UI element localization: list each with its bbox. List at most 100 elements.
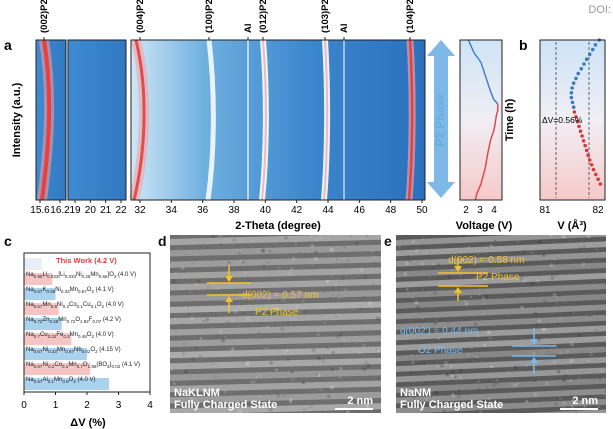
peak-label-103: (103)P2 [320, 0, 331, 33]
x-tick-label: 32 [134, 205, 146, 216]
peak-label-al-2: Al [339, 24, 350, 34]
volume-point-charge [570, 100, 575, 105]
material-label: Na0.67Al0.1Mn0.9O2 (4.0 V) [26, 377, 96, 385]
tem-e-scalebar [560, 408, 598, 410]
material-label: Na0.90Li0.033[Li0.033Ni0.25Mn0.66]O2 (4.… [26, 272, 137, 280]
delta-v-bar [24, 273, 53, 285]
volume-plot [540, 40, 605, 200]
tem-d-scalebar-label: 2 nm [347, 395, 373, 407]
x-tick-label: 46 [354, 205, 366, 216]
panel-c-frame [23, 252, 151, 393]
volume-point-discharge [575, 119, 580, 124]
volume-point-charge [576, 71, 581, 76]
c-x-tick-label: 4 [147, 400, 153, 411]
peak-label-104: (104)P2 [405, 0, 416, 33]
x-tick-label: 34 [166, 205, 178, 216]
volume-point-discharge [598, 182, 603, 186]
peak-label-100: (100)P2 [204, 0, 215, 33]
contour-seg-2 [68, 40, 126, 200]
x-tick-label: 50 [416, 205, 428, 216]
x-tick-label: 22 [115, 205, 127, 216]
c-x-tick-label: 2 [84, 400, 90, 411]
tem-d-sample: NaKLNM [174, 387, 220, 399]
material-label: Na0.67Mn0.6Ni0.2Co0.1Cu0.1O2 (4.0 V) [26, 302, 124, 310]
volume-point-discharge [580, 134, 584, 138]
p2-phase-arrow [427, 40, 455, 198]
tem-e-scalebar-label: 2 nm [572, 395, 598, 407]
volume-point-charge [579, 67, 584, 71]
x-tick-label: 40 [260, 205, 272, 216]
x-tick-label: 15.6 [30, 205, 50, 216]
peak-002 [40, 39, 52, 201]
volume-point-discharge [594, 172, 598, 177]
d-spacing-e-p2: d(002) = 0.58 nm [448, 255, 525, 266]
peak-label-004: (004)P2 [135, 0, 146, 33]
volume-point-discharge [596, 177, 600, 181]
volt-tick-2: 2 [463, 205, 469, 216]
voltage-xlabel: Voltage (V) [456, 220, 513, 232]
peak-104 [407, 39, 414, 201]
voltage-curve-discharge [474, 104, 499, 201]
delta-v-bar [24, 303, 59, 315]
volt-tick-3: 3 [477, 205, 483, 216]
delta-v-bar [24, 378, 110, 390]
peak-label-al-1: Al [243, 24, 254, 34]
volume-point-discharge [587, 158, 592, 162]
x-tick-label: 36 [197, 205, 209, 216]
delta-v-bar [24, 333, 72, 345]
volume-point-discharge [581, 139, 586, 143]
peak-label-002: (002)P2 [39, 0, 50, 33]
x-tick-label: 44 [322, 205, 334, 216]
volume-point-charge [570, 86, 574, 90]
peak-label-012: (012)P2 [258, 0, 269, 33]
volume-point-discharge [574, 115, 578, 119]
tem-d-state: Fully Charged State [174, 399, 278, 411]
phase-label-e-p2: P2 Phase [476, 272, 520, 283]
volume-point-discharge [583, 143, 587, 148]
volume-point-charge [582, 62, 586, 66]
material-label: Na0.7Cu0.22Fe0.3Mn0.48O2 (4.0 V) [26, 332, 114, 340]
panel-d-letter: d [158, 233, 167, 249]
d-spacing-d: d(002) = 0.57 nm [242, 290, 319, 301]
volume-point-discharge [578, 129, 583, 133]
volume-point-charge [569, 95, 574, 100]
x-tick-label: 16.2 [50, 205, 70, 216]
c-x-tick-label: 0 [21, 400, 27, 411]
p2-phase-label: P2 Phase [433, 93, 447, 147]
x-tick-label: 38 [228, 205, 240, 216]
volume-point-charge [569, 91, 574, 95]
delta-v-bar [24, 348, 87, 360]
panel-c: c 0 1 2 3 4 ΔV (%) [4, 233, 153, 429]
b-tick-81: 81 [539, 205, 551, 216]
tem-d-scalebar [335, 408, 373, 410]
material-label: Na0.67Ni0.33Mn0.67Nb0.02O2 (4.15 V) [26, 347, 121, 355]
phase-label-e-o2: O2 Phase [418, 345, 463, 356]
panel-b-xlabel: V (Å³) [557, 219, 587, 232]
tem-image-e: NaNM Fully Charged State 2 nm d(002) = 0… [396, 235, 606, 413]
doi-text: DOI: [588, 4, 611, 16]
panel-a-letter: a [4, 37, 12, 53]
d-spacing-e-o2: d(002') = 0.44 nm [400, 326, 479, 337]
c-x-tick-label: 1 [53, 400, 59, 411]
volume-point-charge [571, 105, 576, 109]
volume-point-discharge [584, 148, 589, 153]
phase-label-d: P2 Phase [255, 307, 299, 318]
panel-c-xlabel: ΔV (%) [70, 417, 106, 429]
contour-seg-3 [131, 40, 425, 200]
material-label: Na0.67Ni0.2Co0.1Mn0.7O1.96(BO3)0.02 (4.1… [26, 362, 140, 370]
panel-a: a Intensity (a.u.) (002)P2 (004)P2 (100)… [4, 0, 606, 232]
b-tick-82: 82 [592, 205, 604, 216]
volume-point-charge [574, 76, 578, 81]
volume-point-charge [593, 43, 598, 47]
volume-point-charge [587, 52, 592, 57]
x-tick-label: 48 [385, 205, 397, 216]
material-label: Na0.72Zn0.28Mn0.72O1.92F0.07 (4.2 V) [26, 317, 121, 325]
delta-v-bar [24, 288, 56, 300]
x-tick-label: 19 [69, 205, 81, 216]
volume-point-discharge [577, 124, 581, 129]
panel-a-xlabel: 2-Theta (degree) [235, 220, 321, 232]
voltage-curve-charge [467, 39, 499, 105]
x-tick-label: 21 [100, 205, 112, 216]
x-tick-label: 42 [291, 205, 303, 216]
material-label: Na0.67K0.05Ni0.33Mn0.67O2 (4.1 V) [26, 287, 114, 295]
